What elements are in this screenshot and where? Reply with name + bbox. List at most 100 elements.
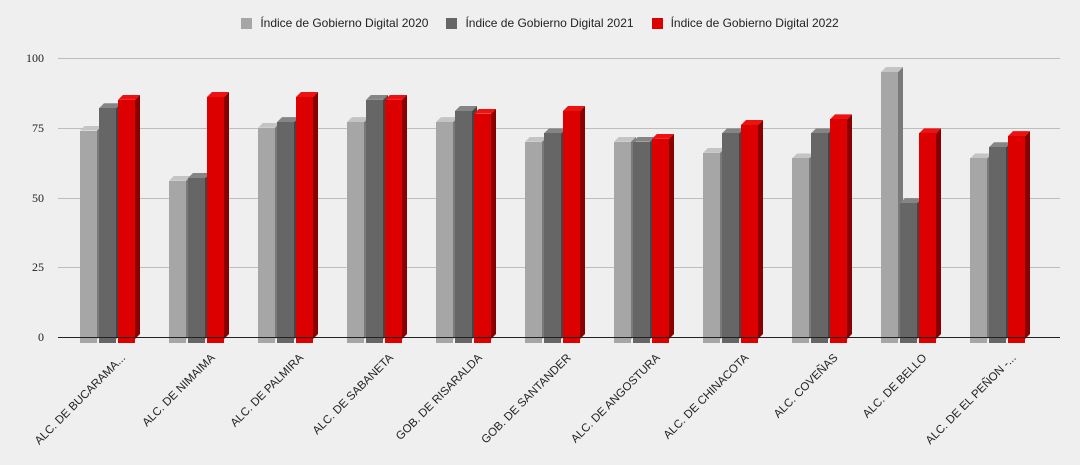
bar-front-face bbox=[830, 119, 847, 343]
bar-top-face bbox=[722, 128, 744, 134]
legend-swatch-2020 bbox=[241, 17, 253, 29]
bar-top-face bbox=[277, 117, 299, 123]
legend-label-2022: Índice de Gobierno Digital 2022 bbox=[670, 16, 839, 30]
bar[interactable] bbox=[455, 106, 477, 343]
bar[interactable] bbox=[525, 136, 547, 343]
bar-top-face bbox=[881, 66, 903, 72]
x-axis-label: ALC. DE CHINACOTA bbox=[661, 352, 752, 442]
bar-front-face bbox=[919, 133, 936, 343]
bar-top-face bbox=[169, 175, 191, 181]
bar[interactable] bbox=[1008, 131, 1030, 343]
bar-front-face bbox=[99, 108, 116, 343]
bar[interactable] bbox=[169, 175, 191, 343]
bar[interactable] bbox=[118, 94, 140, 343]
bar[interactable] bbox=[741, 119, 763, 343]
bar[interactable] bbox=[296, 92, 318, 343]
bar-front-face bbox=[455, 111, 472, 343]
bar-front-face bbox=[633, 141, 650, 343]
bar-front-face bbox=[525, 141, 542, 343]
bar[interactable] bbox=[881, 66, 903, 343]
bar-top-face bbox=[563, 106, 585, 111]
bar[interactable] bbox=[385, 94, 407, 343]
bar-top-face bbox=[188, 172, 210, 178]
x-axis-label: ALC. DE NIMAIMA bbox=[140, 352, 218, 430]
bar[interactable] bbox=[900, 198, 922, 343]
bar[interactable] bbox=[792, 153, 814, 343]
chart-legend: Índice de Gobierno Digital 2020 Índice d… bbox=[0, 16, 1080, 30]
legend-item-2020[interactable]: Índice de Gobierno Digital 2020 bbox=[241, 16, 428, 30]
bar-side-face bbox=[669, 134, 674, 339]
bar-front-face bbox=[296, 97, 313, 343]
bar-front-face bbox=[188, 177, 205, 343]
legend-label-2020: Índice de Gobierno Digital 2020 bbox=[260, 16, 429, 30]
bar[interactable] bbox=[207, 92, 229, 343]
bar[interactable] bbox=[633, 136, 655, 343]
bar-top-face bbox=[207, 92, 229, 98]
bar-side-face bbox=[1025, 131, 1030, 339]
bar-top-face bbox=[80, 125, 102, 131]
bar-top-face bbox=[366, 94, 388, 100]
bar-top-face bbox=[436, 117, 458, 123]
x-axis-label: GOB. DE RISARALDA bbox=[393, 352, 485, 443]
bar-front-face bbox=[118, 99, 135, 343]
bar[interactable] bbox=[347, 117, 369, 343]
bar-top-face bbox=[830, 114, 852, 120]
bar-front-face bbox=[366, 99, 383, 343]
bar-front-face bbox=[474, 113, 491, 343]
x-axis-label: GOB. DE SANTANDER bbox=[479, 352, 574, 447]
bar-side-face bbox=[847, 114, 852, 339]
bar-top-face bbox=[296, 92, 318, 98]
gridline-100 bbox=[58, 58, 1060, 59]
bar[interactable] bbox=[652, 133, 674, 343]
bar-front-face bbox=[277, 122, 294, 343]
bar[interactable] bbox=[80, 125, 102, 343]
bar-top-face bbox=[347, 117, 369, 123]
bar[interactable] bbox=[989, 142, 1011, 343]
bar[interactable] bbox=[811, 128, 833, 343]
bar-front-face bbox=[544, 133, 561, 343]
x-axis-baseline bbox=[58, 337, 1060, 338]
bar-top-face bbox=[741, 119, 763, 125]
bar[interactable] bbox=[366, 94, 388, 343]
y-tick-25: 25 bbox=[32, 260, 44, 274]
bar[interactable] bbox=[970, 153, 992, 343]
bar-front-face bbox=[1008, 136, 1025, 343]
legend-swatch-2021 bbox=[446, 17, 458, 29]
legend-swatch-2022 bbox=[651, 17, 663, 29]
bar-top-face bbox=[544, 128, 566, 134]
bar-top-face bbox=[474, 108, 496, 114]
bar[interactable] bbox=[436, 117, 458, 343]
bar[interactable] bbox=[277, 117, 299, 343]
bar-top-face bbox=[455, 106, 477, 111]
bar[interactable] bbox=[188, 172, 210, 343]
bar-side-face bbox=[580, 106, 585, 339]
legend-item-2021[interactable]: Índice de Gobierno Digital 2021 bbox=[446, 16, 634, 30]
bar-top-face bbox=[792, 153, 814, 159]
bar-top-face bbox=[652, 133, 674, 139]
legend-item-2022[interactable]: Índice de Gobierno Digital 2022 bbox=[651, 16, 839, 30]
bar-front-face bbox=[652, 138, 669, 343]
bar-top-face bbox=[1008, 131, 1030, 137]
bar[interactable] bbox=[563, 106, 585, 343]
bar-front-face bbox=[207, 97, 224, 343]
x-axis-label: ALC. DE EL PEÑON -... bbox=[923, 352, 1019, 447]
bar-top-face bbox=[118, 94, 140, 100]
bar[interactable] bbox=[99, 103, 121, 343]
bar-front-face bbox=[881, 71, 898, 343]
bar-front-face bbox=[989, 147, 1006, 343]
bar-top-face bbox=[811, 128, 833, 134]
bar[interactable] bbox=[258, 122, 280, 343]
bar-side-face bbox=[936, 128, 941, 339]
bar-top-face bbox=[703, 147, 725, 153]
bar-top-face bbox=[989, 142, 1011, 148]
bar[interactable] bbox=[919, 128, 941, 343]
bar-side-face bbox=[758, 120, 763, 339]
bar[interactable] bbox=[474, 108, 496, 343]
bar[interactable] bbox=[830, 114, 852, 343]
bar[interactable] bbox=[614, 136, 636, 343]
bar[interactable] bbox=[544, 128, 566, 343]
bar[interactable] bbox=[722, 128, 744, 343]
bar-front-face bbox=[900, 203, 917, 343]
bar[interactable] bbox=[703, 147, 725, 343]
x-axis-label: ALC. DE PALMIRA bbox=[229, 352, 307, 430]
